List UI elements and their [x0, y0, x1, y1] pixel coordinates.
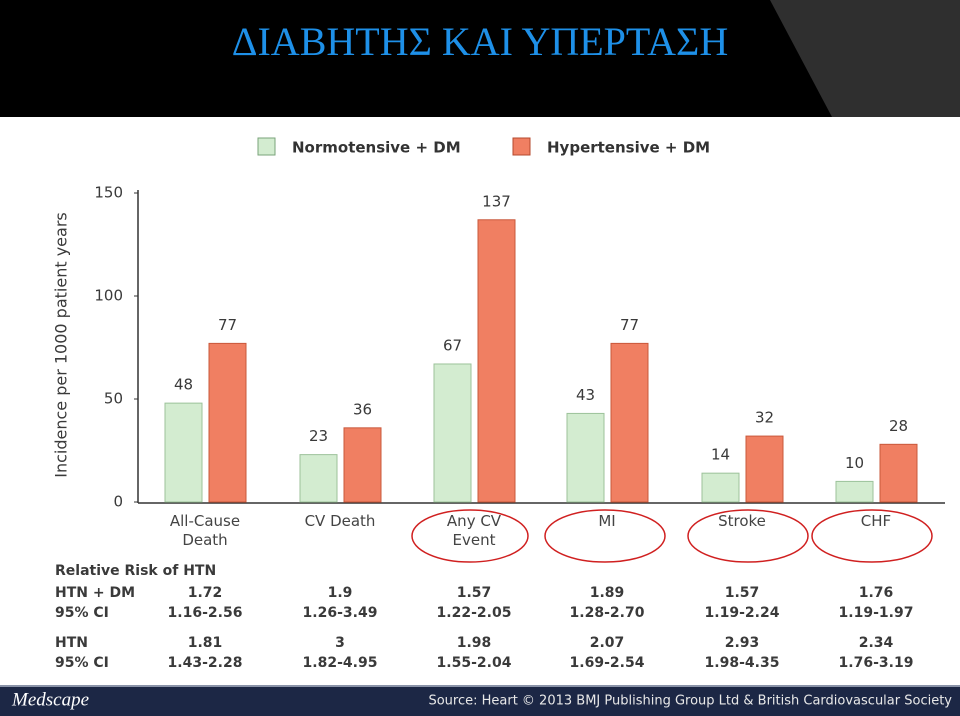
- bar: [208, 342, 247, 503]
- table-cell: 1.43-2.28: [168, 655, 243, 671]
- row-label: HTN + DM: [55, 585, 135, 601]
- bar: [433, 363, 472, 503]
- bar: [745, 435, 784, 503]
- value-label: 48: [174, 376, 193, 394]
- table-cell: 1.57: [725, 585, 760, 601]
- table-cell: 1.28-2.70: [570, 605, 645, 621]
- x-tick-label: Any CV Event: [446, 512, 502, 549]
- highlight: [811, 509, 933, 563]
- table-cell: 1.19-1.97: [839, 605, 914, 621]
- highlight: [411, 509, 529, 563]
- footer-source: Source: Heart © 2013 BMJ Publishing Grou…: [428, 694, 952, 709]
- slide-title: ΔΙΑΒΗΤΗΣ ΚΑΙ ΥΠΕΡΤΑΣΗ: [232, 19, 728, 64]
- footer-brand: Medscape: [11, 689, 89, 710]
- highlight: [544, 509, 666, 563]
- table-cell: 2.34: [859, 635, 894, 651]
- row-label: 95% CI: [55, 655, 109, 671]
- bar: [477, 219, 516, 503]
- x-tick-label: All-Cause Death: [169, 512, 241, 549]
- footer-band: [0, 686, 960, 716]
- table-cell: 1.89: [590, 585, 625, 601]
- table-cell: 1.81: [188, 635, 223, 651]
- value-label: 77: [218, 316, 237, 334]
- value-label: 23: [309, 427, 328, 445]
- value-label: 32: [755, 409, 774, 427]
- highlight: [687, 509, 809, 563]
- y-tick-label: 50: [104, 390, 123, 408]
- y-axis-label: Incidence per 1000 patient years: [52, 212, 71, 478]
- table-cell: 1.57: [457, 585, 492, 601]
- table-cell: 1.98: [457, 635, 492, 651]
- y-tick-label: 150: [94, 184, 123, 202]
- bar: [610, 342, 649, 503]
- table-cell: 1.82-4.95: [303, 655, 378, 671]
- legend-label: Normotensive + DM: [292, 139, 461, 157]
- y-tick-label: 0: [113, 493, 123, 511]
- table-cell: 1.22-2.05: [437, 605, 512, 621]
- table-cell: 1.9: [328, 585, 353, 601]
- table-cell: 3: [335, 635, 345, 651]
- value-label: 14: [711, 446, 730, 464]
- table-cell: 1.16-2.56: [168, 605, 243, 621]
- x-tick-label: Stroke: [718, 512, 766, 530]
- legend-swatch: [257, 137, 276, 156]
- table-cell: 1.98-4.35: [705, 655, 780, 671]
- table-cell: 1.55-2.04: [437, 655, 512, 671]
- value-label: 43: [576, 386, 595, 404]
- legend-swatch: [512, 137, 531, 156]
- value-label: 67: [443, 336, 462, 354]
- bar: [164, 402, 203, 503]
- row-label: 95% CI: [55, 605, 109, 621]
- value-label: 137: [482, 192, 511, 210]
- header-corner: [770, 0, 960, 117]
- x-tick-label: CV Death: [304, 512, 376, 530]
- value-label: 36: [353, 400, 372, 418]
- x-tick-label: CHF: [860, 512, 892, 530]
- bar: [299, 454, 338, 503]
- value-label: 28: [889, 417, 908, 435]
- y-tick-label: 100: [94, 287, 123, 305]
- table-cell: 1.19-2.24: [705, 605, 780, 621]
- table-cell: 1.72: [188, 585, 223, 601]
- table-cell: 1.76-3.19: [839, 655, 914, 671]
- table-cell: 1.76: [859, 585, 894, 601]
- table-title: Relative Risk of HTN: [55, 563, 216, 579]
- bar: [835, 480, 874, 503]
- table-cell: 2.93: [725, 635, 760, 651]
- row-label: HTN: [55, 635, 88, 651]
- legend-label: Hypertensive + DM: [547, 139, 710, 157]
- bar: [879, 443, 918, 503]
- table-cell: 2.07: [590, 635, 625, 651]
- value-label: 10: [845, 454, 864, 472]
- bar: [566, 412, 605, 503]
- table-cell: 1.69-2.54: [570, 655, 645, 671]
- table-cell: 1.26-3.49: [303, 605, 378, 621]
- bar: [701, 472, 740, 503]
- x-tick-label: MI: [598, 512, 616, 530]
- value-label: 77: [620, 316, 639, 334]
- bar: [343, 427, 382, 503]
